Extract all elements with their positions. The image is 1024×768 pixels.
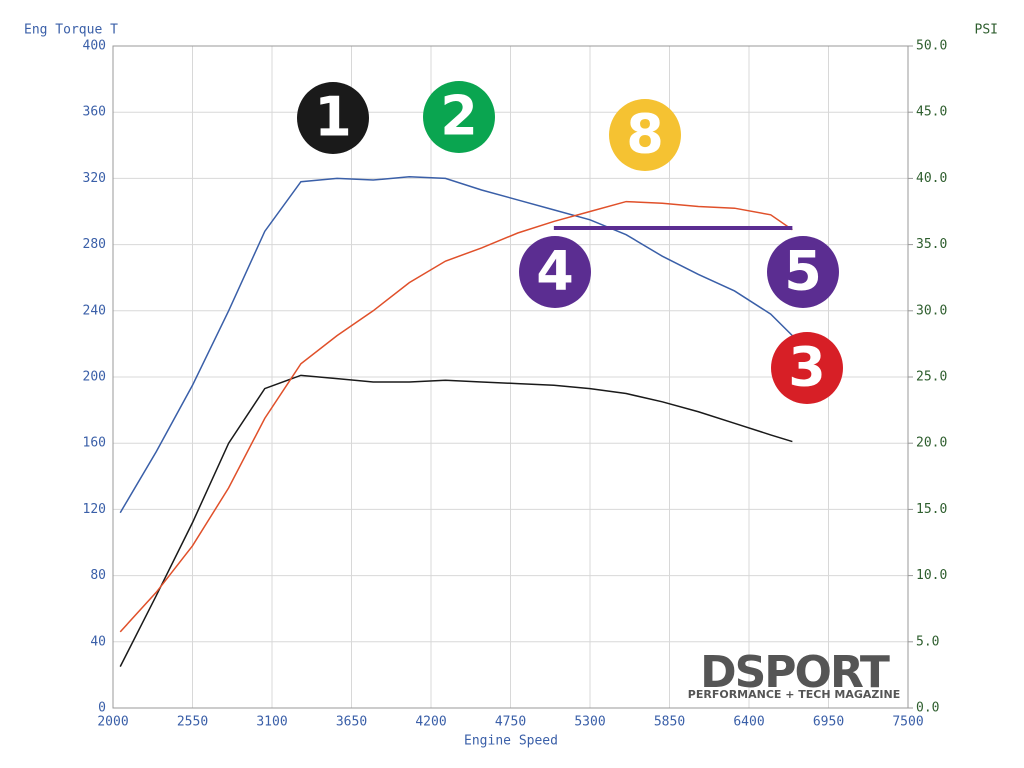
x-tick-label: 7500 (892, 715, 923, 730)
y-tick-label: 360 (83, 105, 106, 120)
y-tick-label: 0 (98, 701, 106, 716)
y-tick-label: 280 (83, 237, 106, 252)
y2-tick-label: 50.0 (916, 39, 947, 54)
annotation-number: 3 (788, 336, 826, 399)
series-line (119, 175, 793, 514)
annotation-number: 2 (440, 85, 478, 148)
x-tick-label: 4750 (495, 715, 526, 730)
series-line (119, 200, 793, 633)
x-tick-label: 2550 (177, 715, 208, 730)
annotation-badge (423, 81, 495, 153)
y-tick-label: 200 (83, 370, 106, 385)
x-tick-label: 4200 (415, 715, 446, 730)
annotation-badge (519, 236, 591, 308)
annotation-number: 1 (314, 86, 352, 149)
annotation-badge (297, 82, 369, 154)
y2-axis-label: PSI (975, 23, 998, 38)
y2-tick-label: 30.0 (916, 303, 947, 318)
annotation-number: 4 (536, 240, 574, 303)
x-tick-label: 5300 (574, 715, 605, 730)
annotation-badge (771, 332, 843, 404)
y2-tick-label: 20.0 (916, 436, 947, 451)
annotation-number: 5 (784, 240, 822, 303)
y-tick-label: 40 (90, 634, 106, 649)
y2-tick-label: 45.0 (916, 105, 947, 120)
series-line (119, 374, 793, 667)
x-tick-label: 3650 (336, 715, 367, 730)
y2-tick-label: 15.0 (916, 502, 947, 517)
y2-tick-label: 10.0 (916, 568, 947, 583)
y2-tick-label: 35.0 (916, 237, 947, 252)
y2-tick-label: 25.0 (916, 370, 947, 385)
logo-tagline: PERFORMANCE + TECH MAGAZINE (688, 688, 900, 701)
y-tick-label: 160 (83, 436, 106, 451)
x-tick-label: 2000 (97, 715, 128, 730)
x-axis-label: Engine Speed (464, 734, 558, 749)
x-tick-label: 6950 (813, 715, 844, 730)
annotation-number: 8 (626, 103, 664, 166)
logo-name: DSPORT (700, 647, 890, 698)
y-tick-label: 120 (83, 502, 106, 517)
y2-tick-label: 0.0 (916, 701, 939, 716)
y2-tick-label: 5.0 (916, 634, 939, 649)
plot-frame (112, 45, 909, 709)
y-tick-label: 400 (83, 39, 106, 54)
annotation-badge (609, 99, 681, 171)
x-tick-label: 6400 (733, 715, 764, 730)
y-tick-label: 320 (83, 171, 106, 186)
y-tick-label: 240 (83, 303, 106, 318)
y-tick-label: 80 (90, 568, 106, 583)
y-axis-label: Eng Torque T (24, 23, 118, 38)
annotation-badge (767, 236, 839, 308)
x-tick-label: 3100 (256, 715, 287, 730)
y2-tick-label: 40.0 (916, 171, 947, 186)
x-tick-label: 5850 (654, 715, 685, 730)
